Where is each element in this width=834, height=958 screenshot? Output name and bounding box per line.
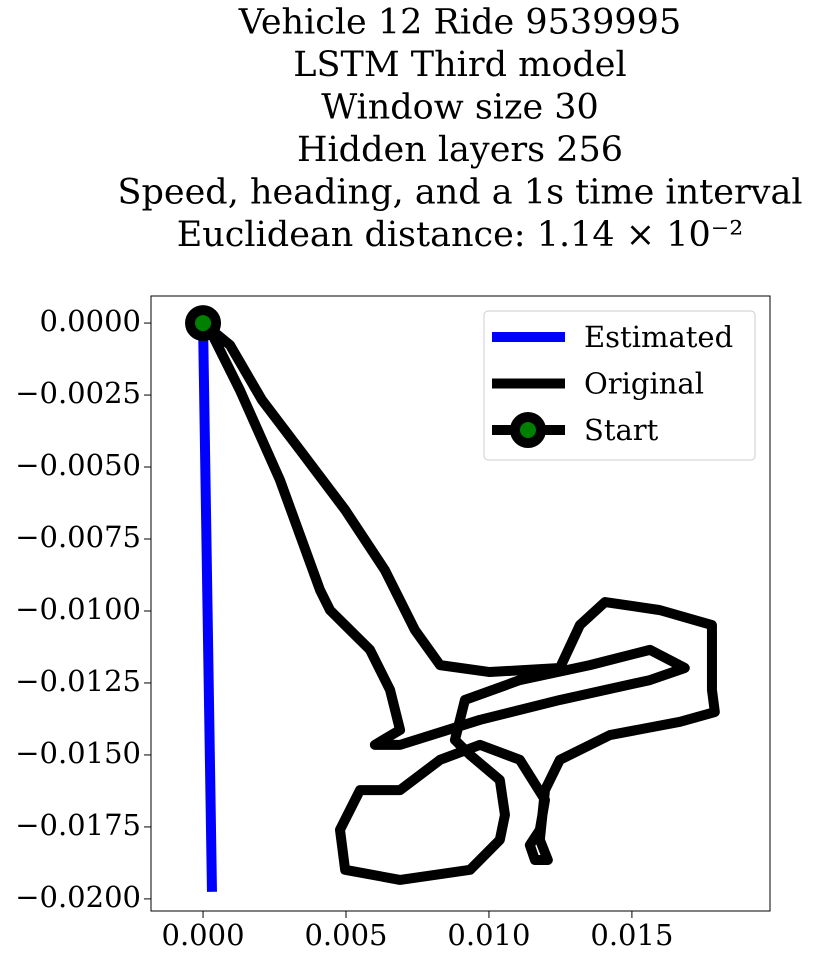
- chart-title: Window size 30: [321, 88, 599, 128]
- legend-box: [483, 310, 756, 461]
- y-tick-label: −0.0050: [15, 448, 141, 482]
- y-tick-label: −0.0175: [15, 808, 141, 842]
- y-tick-label: −0.0200: [15, 880, 141, 914]
- chart-title: Hidden layers 256: [297, 130, 623, 170]
- start-marker: [185, 305, 222, 342]
- x-tick-label: 0.005: [304, 918, 387, 952]
- plot-frame: [150, 295, 771, 912]
- y-tick-label: −0.0025: [15, 376, 141, 410]
- chart-title: LSTM Third model: [293, 45, 626, 85]
- legend-marker: [510, 412, 546, 448]
- chart-title: Vehicle 12 Ride 9539995: [238, 3, 681, 43]
- chart-title: Euclidean distance: 1.14 × 10⁻²: [177, 215, 744, 255]
- x-tick-label: 0.000: [162, 918, 245, 952]
- legend-label: Estimated: [584, 320, 733, 354]
- y-tick-label: −0.0075: [15, 520, 141, 554]
- x-tick-label: 0.010: [447, 918, 530, 952]
- series-line: [197, 317, 217, 892]
- y-tick-label: −0.0100: [15, 592, 141, 626]
- y-tick-label: −0.0150: [15, 736, 141, 770]
- y-tick-label: 0.0000: [40, 304, 141, 338]
- chart-title: Speed, heading, and a 1s time interval: [117, 173, 802, 213]
- series-line: [196, 316, 720, 885]
- legend-label: Start: [584, 413, 659, 447]
- x-tick-label: 0.015: [590, 918, 673, 952]
- y-tick-label: −0.0125: [15, 664, 141, 698]
- legend-label: Original: [584, 367, 704, 401]
